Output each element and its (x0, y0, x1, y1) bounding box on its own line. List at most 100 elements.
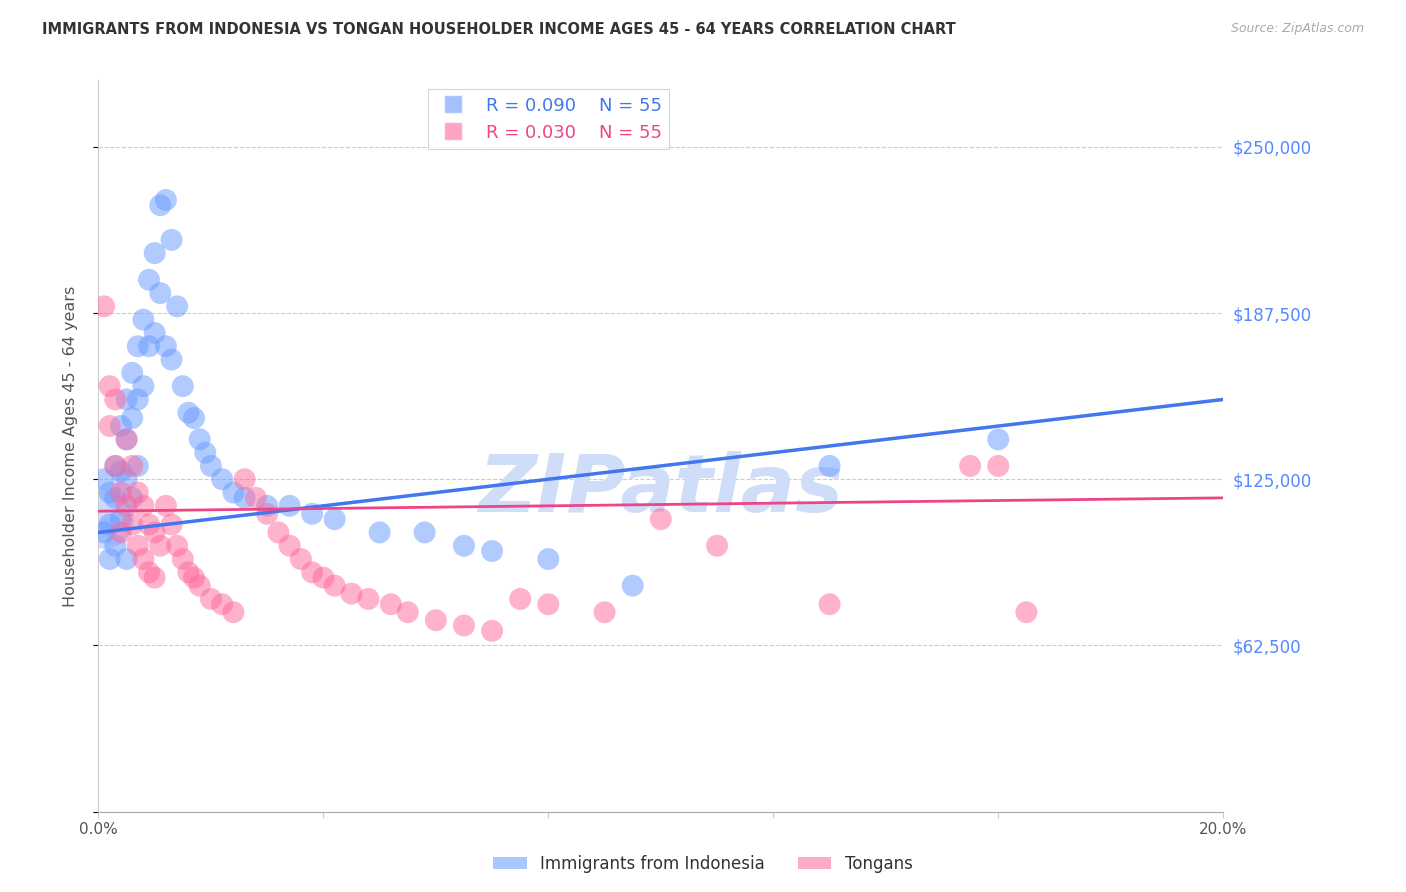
Point (132, 379, 155, 393)
Text: ZIPatlas: ZIPatlas (478, 450, 844, 529)
Point (166, 299, 188, 313)
Point (481, 624, 503, 638)
Point (143, 525, 166, 540)
Point (172, 552, 194, 566)
Point (110, 464, 132, 478)
Point (155, 339, 177, 353)
Point (183, 411, 205, 425)
Point (256, 507, 278, 521)
Point (149, 198, 172, 212)
Point (127, 458, 149, 473)
Point (127, 485, 149, 500)
Point (160, 517, 183, 532)
Point (413, 525, 436, 540)
Point (115, 392, 138, 407)
Point (138, 339, 160, 353)
Point (987, 458, 1010, 473)
Point (278, 499, 301, 513)
Legend: Immigrants from Indonesia, Tongans: Immigrants from Indonesia, Tongans (486, 848, 920, 880)
Point (987, 433, 1010, 447)
Point (312, 571, 335, 585)
Point (194, 445, 217, 459)
Point (121, 491, 143, 505)
Point (453, 618, 475, 632)
Point (93, 472, 115, 486)
Point (245, 491, 267, 505)
Point (323, 512, 346, 526)
Point (110, 525, 132, 540)
Point (278, 539, 301, 553)
Point (98, 485, 121, 500)
Point (115, 552, 138, 566)
Point (98, 379, 121, 393)
Point (368, 525, 391, 540)
Point (166, 539, 188, 553)
Point (200, 591, 222, 606)
Point (256, 499, 278, 513)
Point (290, 552, 312, 566)
Point (233, 472, 256, 486)
Point (200, 458, 222, 473)
Text: Source: ZipAtlas.com: Source: ZipAtlas.com (1230, 22, 1364, 36)
Point (357, 591, 380, 606)
Point (650, 512, 672, 526)
Point (160, 233, 183, 247)
Point (132, 312, 155, 326)
Point (98, 552, 121, 566)
Point (127, 392, 149, 407)
Point (127, 539, 149, 553)
Point (110, 485, 132, 500)
Point (593, 605, 616, 619)
Point (98, 517, 121, 532)
Point (138, 517, 160, 532)
Point (121, 458, 143, 473)
Point (301, 507, 323, 521)
Point (818, 597, 841, 611)
Point (340, 586, 363, 600)
Point (149, 539, 172, 553)
Point (93, 525, 115, 540)
Point (143, 326, 166, 340)
Point (132, 499, 155, 513)
Point (706, 539, 728, 553)
Point (211, 472, 233, 486)
Point (104, 392, 127, 407)
Point (115, 433, 138, 447)
Point (138, 566, 160, 580)
Point (183, 571, 205, 585)
Point (121, 411, 143, 425)
Point (115, 433, 138, 447)
Point (509, 591, 531, 606)
Point (110, 512, 132, 526)
Point (104, 458, 127, 473)
Point (267, 525, 290, 540)
Point (537, 552, 560, 566)
Point (104, 491, 127, 505)
Point (396, 605, 419, 619)
Point (177, 566, 200, 580)
Point (211, 597, 233, 611)
Point (177, 406, 200, 420)
Point (155, 499, 177, 513)
Point (172, 379, 194, 393)
Point (93, 299, 115, 313)
Point (233, 491, 256, 505)
Point (138, 273, 160, 287)
Point (425, 613, 447, 627)
Point (621, 579, 644, 593)
Point (188, 579, 211, 593)
Point (121, 517, 143, 532)
Point (323, 579, 346, 593)
Point (115, 472, 138, 486)
Point (222, 485, 245, 500)
Point (380, 597, 402, 611)
Point (160, 352, 183, 367)
Point (149, 286, 172, 301)
Point (93, 512, 115, 526)
Text: IMMIGRANTS FROM INDONESIA VS TONGAN HOUSEHOLDER INCOME AGES 45 - 64 YEARS CORREL: IMMIGRANTS FROM INDONESIA VS TONGAN HOUS… (42, 22, 956, 37)
Point (453, 539, 475, 553)
Point (301, 566, 323, 580)
Point (481, 544, 503, 558)
Point (143, 571, 166, 585)
Point (143, 246, 166, 260)
